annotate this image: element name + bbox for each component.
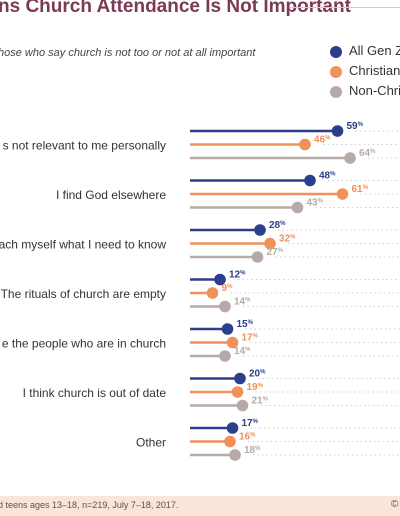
series-dot-all-gen-z	[226, 422, 239, 434]
data-label: 12%	[229, 270, 246, 281]
category-label: The rituals of church are empty	[1, 287, 166, 301]
series-dot-christians	[206, 287, 219, 299]
chart-title: ns Church Attendance Is Not Important	[0, 0, 351, 17]
footer-band: d teens ages 13–18, n=219, July 7–18, 20…	[0, 496, 400, 516]
category-label: s not relevant to me personally	[3, 139, 166, 153]
series-dot-non-chri	[219, 350, 231, 362]
series-dot-non-chri	[229, 449, 241, 461]
category-label: Other	[136, 436, 166, 450]
title-divider	[290, 7, 400, 8]
legend-swatch	[330, 66, 342, 78]
dot-plot-chart: s not relevant to me personally 59% 46% 64%…	[0, 121, 400, 461]
data-label: 14%	[234, 297, 251, 308]
series-dot-non-chri	[291, 201, 304, 214]
data-label: 21%	[252, 396, 269, 407]
series-dot-non-chri	[344, 152, 356, 164]
series-dot-all-gen-z	[221, 323, 234, 335]
category-label: e the people who are in church	[2, 337, 166, 351]
data-label: 64%	[359, 148, 376, 159]
chart-subtitle: hose who say church is not too or not at…	[0, 47, 256, 59]
series-dot-non-chri	[219, 300, 231, 313]
legend-label: Christians	[349, 63, 400, 78]
data-label: 15%	[237, 319, 254, 330]
series-dot-non-chri	[236, 399, 249, 412]
series-dot-christians	[226, 336, 239, 349]
data-label: 46%	[314, 135, 331, 146]
data-label: 20%	[249, 369, 266, 380]
series-dot-christians	[336, 188, 349, 200]
source-note: d teens ages 13–18, n=219, July 7–18, 20…	[0, 500, 179, 510]
series-dot-non-chri	[251, 251, 264, 263]
series-dot-all-gen-z	[234, 372, 246, 385]
data-label: 32%	[279, 234, 296, 245]
data-label: 28%	[269, 220, 286, 231]
data-label: 43%	[307, 198, 324, 209]
data-label: 18%	[244, 445, 261, 456]
data-label: 16%	[239, 432, 256, 443]
series-dot-all-gen-z	[331, 125, 344, 137]
copyright-mark: ©	[391, 499, 399, 510]
data-label: 19%	[247, 382, 264, 393]
data-label: 17%	[242, 418, 259, 429]
data-label: 17%	[242, 333, 259, 344]
data-label: 48%	[319, 171, 336, 182]
series-dot-all-gen-z	[254, 224, 266, 236]
data-label: 61%	[352, 184, 369, 195]
data-label: 59%	[347, 121, 364, 132]
series-dot-christians	[224, 435, 236, 448]
legend-swatch	[330, 86, 342, 98]
category-label: I think church is out of date	[23, 386, 167, 400]
series-dot-all-gen-z	[304, 174, 316, 187]
data-label: 27%	[267, 247, 284, 258]
legend-swatch	[330, 46, 342, 58]
data-label: 9%	[222, 283, 234, 294]
legend-label: Non-Chri	[349, 83, 400, 98]
series-dot-christians	[264, 237, 276, 250]
data-label: 14%	[234, 346, 251, 357]
category-label: I find God elsewhere	[56, 188, 166, 202]
category-label: ach myself what I need to know	[0, 238, 166, 252]
series-dot-christians	[231, 386, 244, 398]
series-dot-all-gen-z	[214, 273, 226, 286]
series-dot-christians	[299, 138, 311, 151]
legend-label: All Gen Z	[349, 43, 400, 58]
